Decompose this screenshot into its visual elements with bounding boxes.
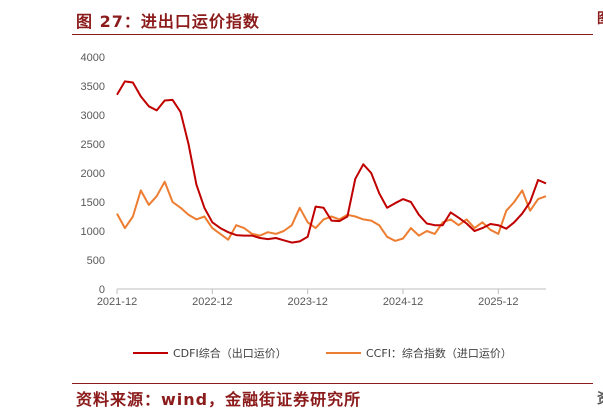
neighbor-footer-fragment: 资 (597, 388, 603, 408)
y-tick-label: 1500 (81, 197, 105, 209)
series-layer (116, 80, 547, 244)
ccfi-series-line (116, 180, 547, 242)
neighbor-figure-fragment: 图 (597, 8, 603, 28)
page-title: 图 27：进出口运价指数 (76, 12, 260, 31)
y-tick-label: 3000 (81, 110, 105, 122)
y-tick-label: 2000 (81, 168, 105, 180)
x-tick-label: 2024-12 (383, 296, 423, 308)
source-note: 资料来源：wind，金融街证券研究所 (76, 390, 362, 409)
y-tick-label: 1000 (81, 226, 105, 238)
x-tick-label: 2023-12 (287, 296, 327, 308)
ccfi-legend-label: CCFI：综合指数（进口运价） (366, 346, 512, 360)
y-tick-label: 4000 (81, 52, 105, 64)
cdfi-series-line (116, 80, 547, 244)
footer-divider (72, 383, 593, 384)
cdfi-legend-label: CDFI综合（出口运价） (173, 346, 287, 360)
x-tick-label: 2021-12 (97, 296, 137, 308)
x-axis: 2021-12 2022-12 2023-12 2024-12 2025-12 (97, 288, 546, 308)
y-tick-label: 0 (99, 284, 105, 296)
y-axis: 0 500 1000 1500 2000 2500 3000 3500 4000 (81, 52, 105, 296)
legend: CDFI综合（出口运价） CCFI：综合指数（进口运价） (133, 346, 512, 360)
title-divider (72, 34, 593, 35)
x-tick-label: 2022-12 (192, 296, 232, 308)
y-tick-label: 500 (87, 255, 105, 267)
y-tick-label: 2500 (81, 139, 105, 151)
x-tick-label: 2025-12 (478, 296, 518, 308)
y-tick-label: 3500 (81, 81, 105, 93)
